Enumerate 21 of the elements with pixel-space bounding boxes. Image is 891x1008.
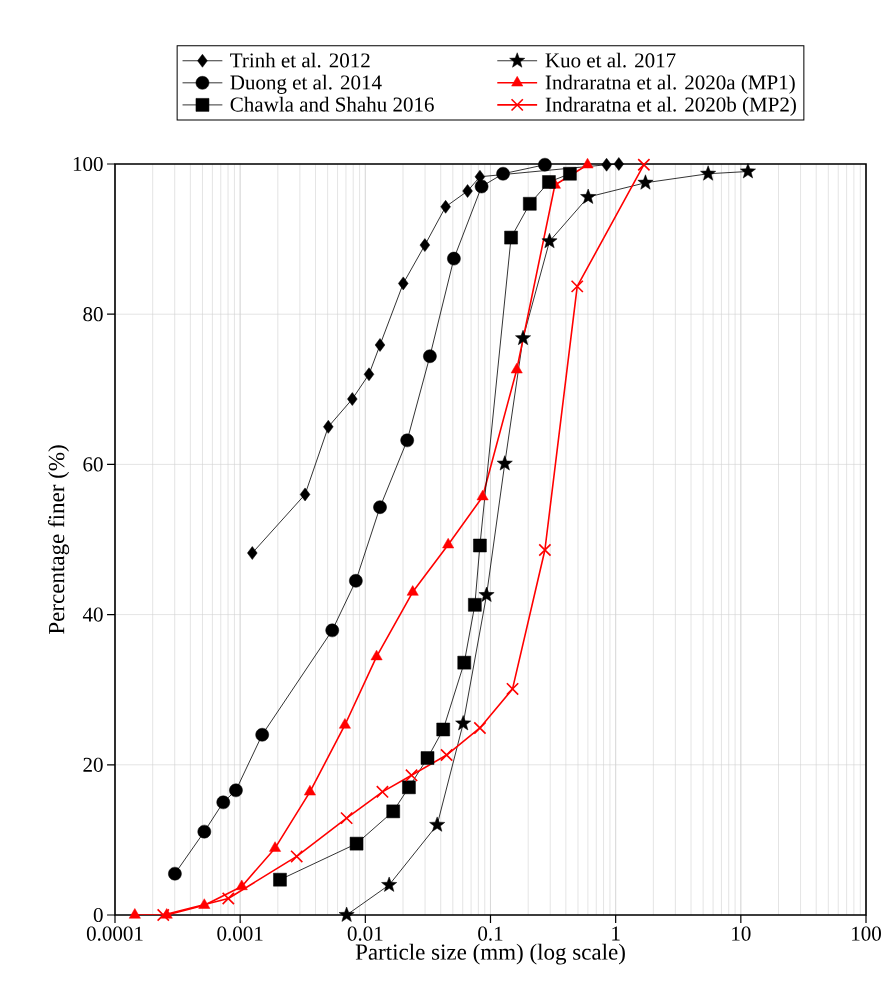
legend-label: Duong et al. 2014 — [230, 74, 382, 94]
legend-label: Trinh et al. 2012 — [230, 52, 370, 68]
x-tick-label: 0.1 — [478, 926, 503, 941]
x-axis-title: Particle size (mm) (log scale) — [355, 943, 625, 965]
x-tick-label: 0.01 — [347, 926, 383, 941]
legend-label: Chawla and Shahu 2016 — [230, 96, 434, 112]
legend-label: Indraratna et al. 2020b (MP2) — [545, 96, 796, 116]
y-tick-label: 100 — [73, 156, 103, 172]
x-tick-label: 0.0001 — [86, 926, 143, 941]
x-tick-label: 1 — [612, 926, 620, 941]
y-tick-label: 20 — [83, 757, 103, 772]
x-tick-label: 10 — [732, 926, 751, 941]
y-tick-label: 80 — [83, 307, 103, 322]
y-tick-label: 60 — [83, 457, 103, 472]
x-tick-label: 100 — [852, 926, 881, 941]
y-axis-title: Percentage finer (%) — [47, 445, 70, 634]
legend-label: Indraratna et al. 2020a (MP1) — [545, 74, 795, 94]
y-tick-label: 0 — [93, 907, 103, 923]
y-tick-label: 40 — [82, 607, 103, 622]
legend-label: Kuo et al. 2017 — [545, 52, 676, 68]
x-tick-label: 0.001 — [217, 926, 263, 941]
